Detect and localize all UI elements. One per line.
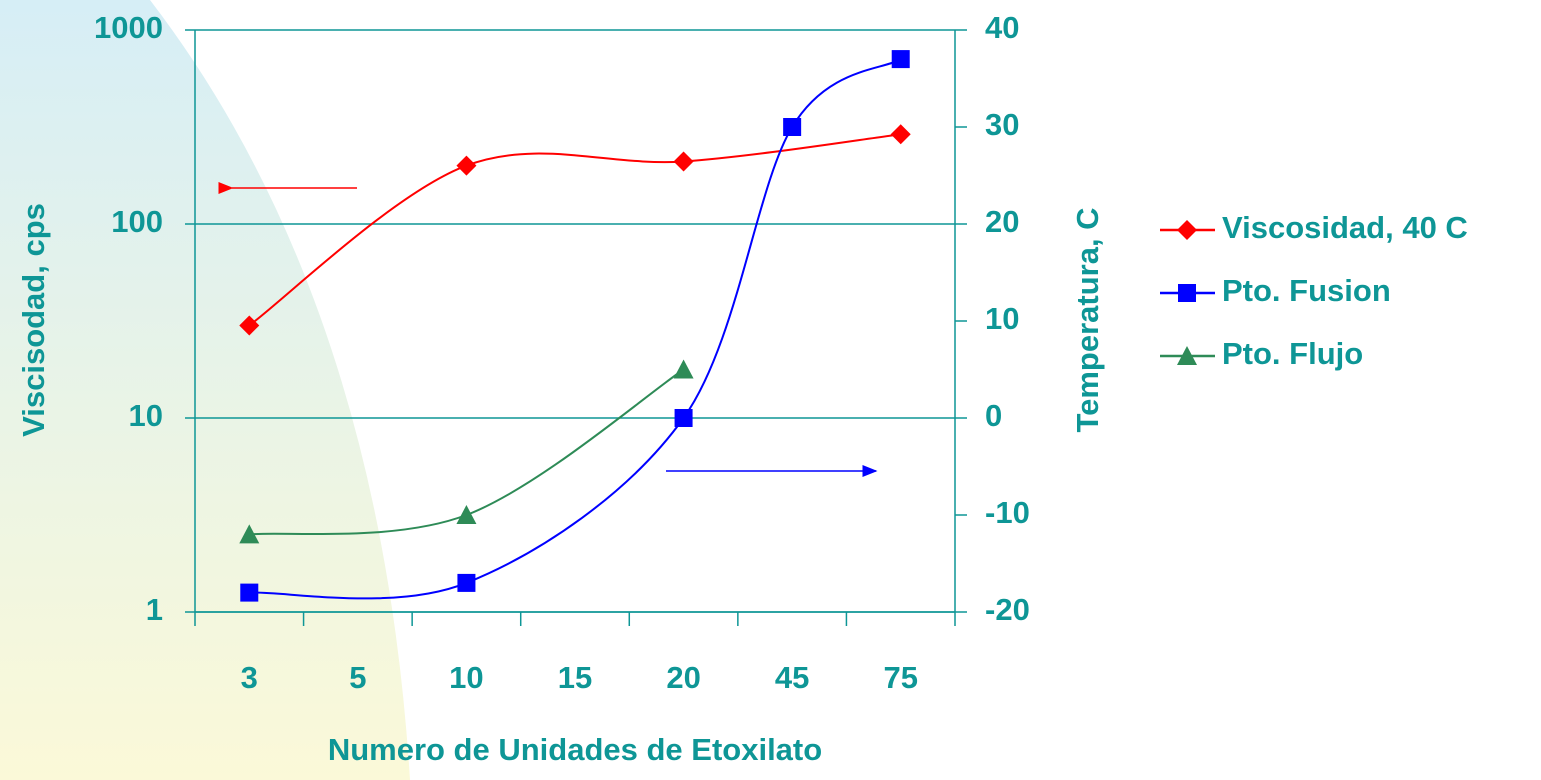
data-point [239, 524, 260, 544]
x-tick-label: 10 [449, 660, 483, 695]
data-point [673, 151, 694, 172]
legend-marker [1177, 220, 1197, 240]
data-point [673, 359, 694, 379]
data-point [783, 118, 802, 136]
y2-tick-label: 10 [985, 301, 1019, 336]
legend-label: Pto. Fusion [1222, 273, 1391, 308]
x-tick-label: 5 [349, 660, 366, 695]
data-point [890, 124, 911, 145]
legend-label: Viscosidad, 40 C [1222, 210, 1468, 245]
background-arc [150, 0, 1541, 780]
y-tick-label: 10 [129, 398, 163, 433]
data-point [240, 583, 259, 602]
x-tick-label: 15 [558, 660, 592, 695]
data-point [456, 155, 477, 176]
data-point [457, 573, 476, 592]
data-point [239, 315, 260, 336]
y-axis-label: Viscisodad, cps [16, 203, 51, 437]
legend-label: Pto. Flujo [1222, 336, 1363, 371]
data-point [456, 505, 477, 524]
y2-tick-label: 30 [985, 107, 1019, 142]
y2-axis-label: Temperatura, C [1070, 207, 1105, 432]
y-tick-label: 100 [111, 204, 163, 239]
data-point [674, 409, 693, 427]
y2-tick-label: -20 [985, 592, 1030, 627]
legend-marker [1177, 346, 1197, 365]
y2-tick-label: 20 [985, 204, 1019, 239]
series-line [248, 133, 901, 327]
y-tick-label: 1000 [94, 10, 163, 45]
y2-tick-label: 40 [985, 10, 1019, 45]
x-tick-label: 45 [775, 660, 809, 695]
y2-tick-label: 0 [985, 398, 1002, 433]
y-tick-label: 1 [146, 592, 163, 627]
y2-tick-label: -10 [985, 495, 1030, 530]
data-point [891, 50, 910, 69]
x-axis-label: Numero de Unidades de Etoxilato [328, 732, 822, 767]
x-tick-label: 3 [241, 660, 258, 695]
x-tick-label: 20 [666, 660, 700, 695]
x-tick-label: 75 [883, 660, 917, 695]
legend-marker [1178, 284, 1196, 302]
